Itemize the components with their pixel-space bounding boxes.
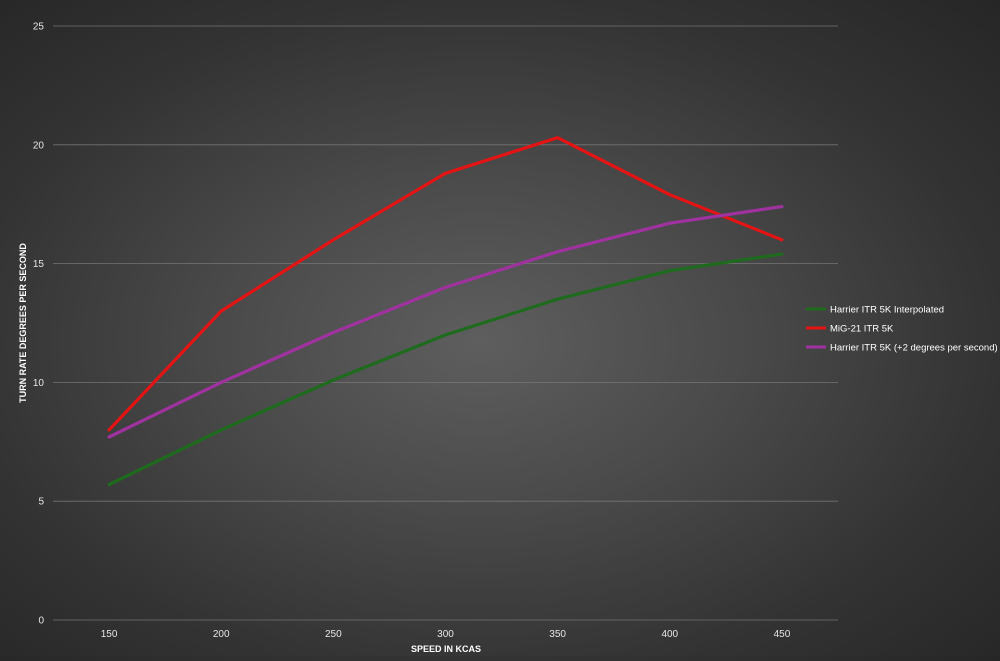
x-axis-title: SPEED IN KCAS	[411, 644, 481, 654]
x-axis-ticks: 150 200 250 300 350 400 450	[101, 629, 791, 640]
gridlines	[53, 25, 838, 621]
y-axis-title: TURN RATE DEGREES PER SECOND	[18, 243, 28, 403]
series-line-1	[107, 252, 784, 487]
legend: Harrier ITR 5K Interpolated MiG-21 ITR 5K…	[806, 305, 998, 354]
y-tick-label: 10	[33, 378, 45, 389]
legend-label: MiG-21 ITR 5K	[830, 324, 894, 335]
series-lines	[107, 136, 784, 487]
y-tick-label: 15	[33, 259, 45, 270]
series-line-3	[107, 205, 784, 439]
x-tick-label: 150	[101, 629, 118, 640]
y-tick-label: 20	[33, 140, 45, 151]
y-axis-ticks: 0 5 10 15 20 25	[33, 22, 45, 627]
x-tick-label: 250	[325, 629, 342, 640]
x-tick-label: 350	[549, 629, 566, 640]
x-tick-label: 200	[213, 629, 230, 640]
y-tick-label: 25	[33, 22, 45, 33]
y-tick-label: 0	[38, 616, 44, 627]
y-tick-label: 5	[38, 497, 44, 508]
legend-label: Harrier ITR 5K (+2 degrees per second)	[830, 343, 998, 354]
x-tick-label: 450	[774, 629, 791, 640]
series-line-2	[107, 136, 784, 432]
legend-label: Harrier ITR 5K Interpolated	[830, 305, 944, 316]
x-tick-label: 400	[661, 629, 678, 640]
x-tick-label: 300	[437, 629, 454, 640]
